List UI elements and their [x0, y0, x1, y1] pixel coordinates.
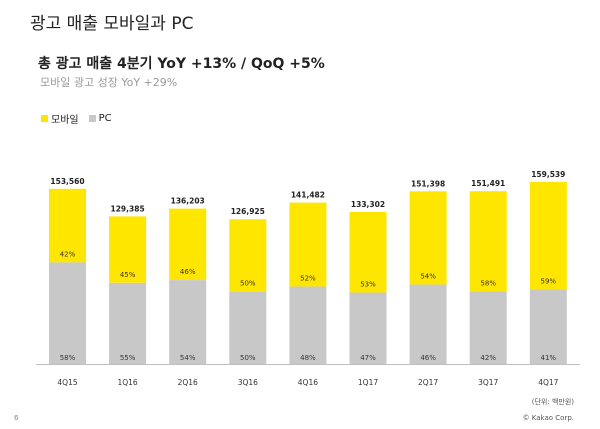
mobile-share-label-3Q17: 58%: [480, 279, 496, 287]
category-label-4Q15: 4Q15: [57, 378, 77, 387]
pc-share-label-2Q17: 46%: [420, 354, 436, 362]
bar-mobile-1Q16: [109, 216, 147, 283]
mobile-share-label-4Q16: 52%: [300, 275, 316, 283]
copyright: © Kakao Corp.: [522, 414, 574, 422]
bar-mobile-2Q16: [169, 208, 207, 281]
bar-mobile-3Q16: [229, 219, 267, 292]
category-label-2Q16: 2Q16: [178, 378, 198, 387]
bar-pc-4Q17: [529, 289, 567, 364]
pc-share-label-1Q16: 55%: [120, 354, 136, 362]
total-label-4Q17: 159,539: [531, 170, 565, 179]
bar-mobile-4Q15: [49, 188, 86, 263]
legend-swatch-mobile: [41, 115, 48, 122]
bar-pc-4Q16: [289, 286, 327, 364]
pc-share-label-3Q16: 50%: [240, 354, 256, 362]
pc-share-label-4Q15: 58%: [60, 354, 76, 362]
pc-share-label-4Q17: 41%: [541, 354, 557, 362]
legend-label-mobile: 모바일: [51, 115, 79, 126]
headline: 총 광고 매출 4분기 YoY +13% / QoQ +5%: [38, 56, 325, 72]
total-label-4Q16: 141,482: [291, 191, 325, 200]
bar-pc-1Q16: [109, 282, 147, 364]
slide-title: 광고 매출 모바일과 PC: [30, 14, 194, 34]
total-label-3Q17: 151,491: [471, 179, 505, 188]
category-label-1Q16: 1Q16: [117, 378, 137, 387]
bar-mobile-4Q16: [289, 202, 327, 287]
total-label-2Q16: 136,203: [171, 197, 205, 206]
bar-mobile-4Q17: [529, 182, 567, 290]
legend-item-pc: PC: [88, 113, 112, 124]
bar-pc-1Q17: [349, 292, 387, 364]
bar-pc-2Q17: [409, 284, 447, 364]
total-label-2Q17: 151,398: [411, 179, 445, 188]
unit-note: (단위: 백만원): [531, 398, 574, 406]
subhead: 모바일 광고 성장 YoY +29%: [40, 76, 178, 89]
legend-label-pc: PC: [98, 113, 112, 124]
pc-share-label-3Q17: 42%: [480, 354, 496, 362]
bar-mobile-3Q17: [469, 191, 507, 292]
total-label-3Q16: 126,925: [231, 207, 265, 216]
mobile-share-label-3Q16: 50%: [240, 280, 256, 288]
pc-share-label-1Q17: 47%: [360, 354, 376, 362]
legend-swatch-pc: [88, 115, 96, 122]
mobile-share-label-1Q16: 45%: [120, 271, 136, 279]
page-number: 6: [14, 414, 19, 422]
pc-share-label-2Q16: 54%: [180, 354, 196, 362]
legend-item-mobile: 모바일: [41, 111, 79, 126]
bar-pc-3Q17: [469, 291, 507, 364]
category-label-4Q16: 4Q16: [298, 378, 318, 387]
mobile-share-label-1Q17: 53%: [360, 281, 376, 289]
category-label-4Q17: 4Q17: [538, 378, 558, 387]
mobile-share-label-2Q16: 46%: [180, 268, 196, 276]
bar-pc-3Q16: [229, 291, 267, 364]
total-label-4Q15: 153,560: [50, 177, 84, 186]
pc-share-label-4Q16: 48%: [300, 354, 316, 362]
bar-pc-4Q15: [49, 262, 86, 364]
total-label-1Q16: 129,385: [111, 204, 145, 213]
category-label-3Q16: 3Q16: [238, 378, 258, 387]
mobile-share-label-4Q17: 59%: [541, 277, 557, 285]
mobile-share-label-4Q15: 42%: [60, 250, 76, 258]
mobile-share-label-2Q17: 54%: [420, 273, 436, 281]
bar-mobile-2Q17: [409, 191, 447, 285]
category-label-2Q17: 2Q17: [418, 378, 438, 387]
category-label-3Q17: 3Q17: [478, 378, 498, 387]
bar-pc-2Q16: [169, 280, 207, 364]
total-label-1Q17: 133,302: [351, 200, 385, 209]
chart-legend: 모바일 PC: [41, 111, 122, 126]
bar-mobile-1Q17: [349, 211, 387, 293]
category-label-1Q17: 1Q17: [358, 378, 378, 387]
